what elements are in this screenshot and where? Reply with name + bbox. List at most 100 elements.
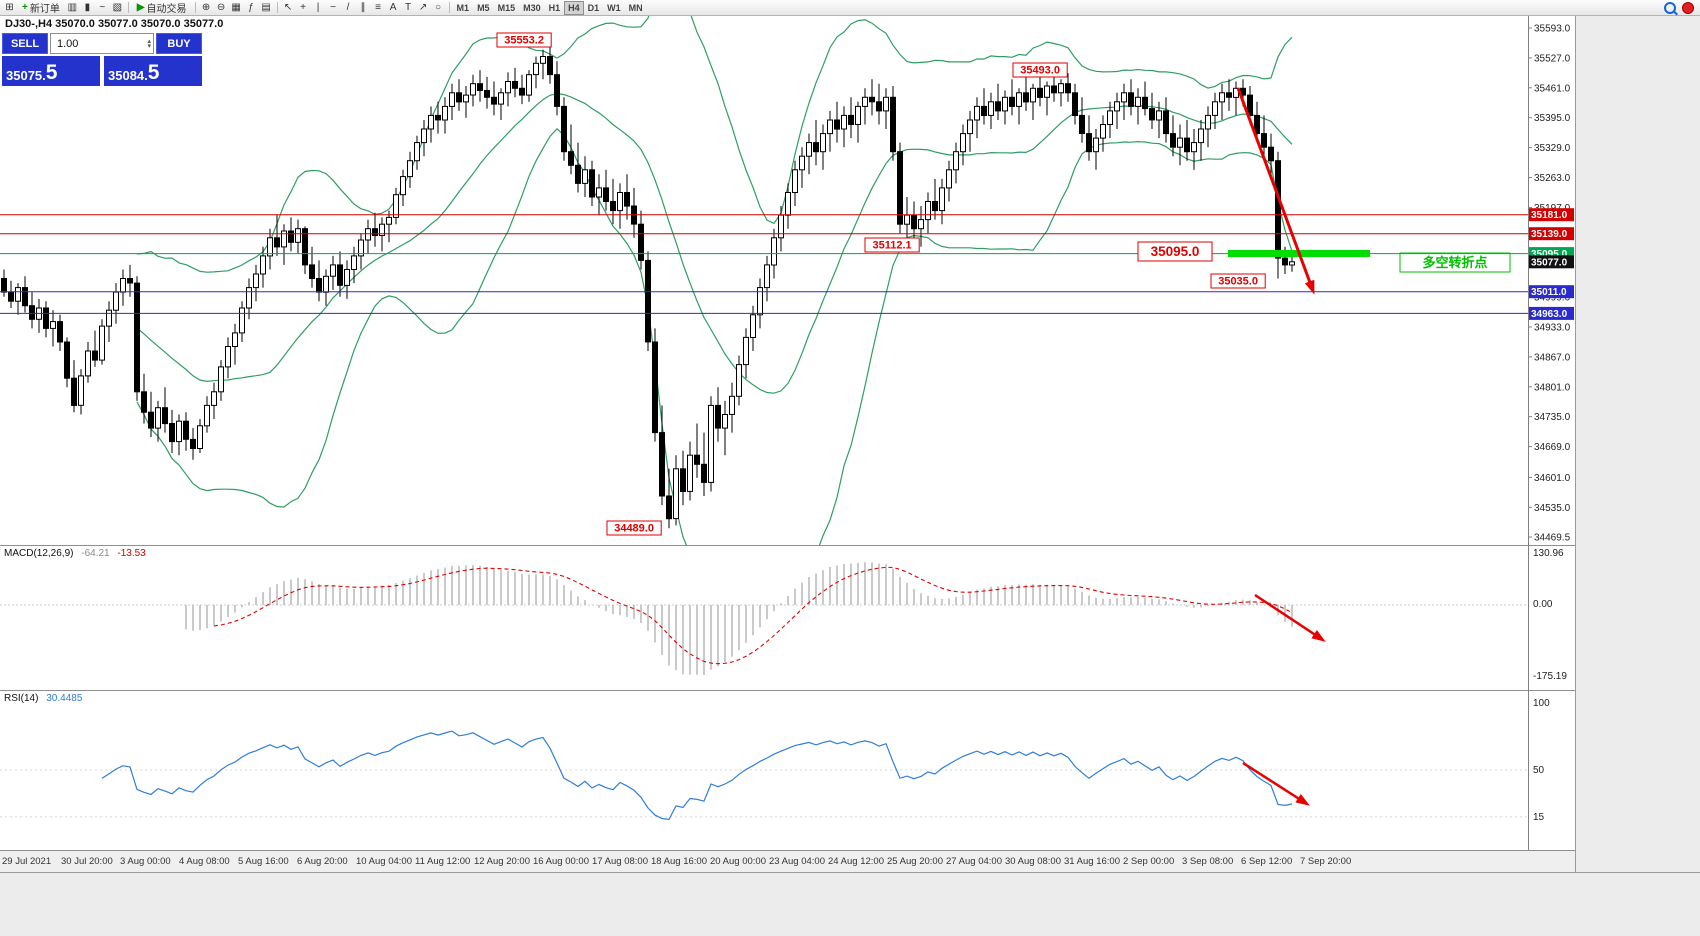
bollinger-lower-band <box>136 127 1293 545</box>
text-label-icon[interactable]: T <box>404 2 412 13</box>
price-annotation[interactable] <box>864 237 920 253</box>
sell-price[interactable]: 35075. 5 <box>2 56 100 86</box>
price-axis-label: 34867.0 <box>1534 352 1571 363</box>
macd-main-value: -64.21 <box>81 548 110 559</box>
price-axis-flag <box>1529 227 1574 241</box>
profiles-icon[interactable]: ▧ <box>112 2 123 13</box>
search-icon[interactable] <box>1664 1 1676 14</box>
arrows-icon[interactable]: ↗ <box>418 2 428 13</box>
buy-price[interactable]: 35084. 5 <box>104 56 202 86</box>
main-price-chart: 35553.2 35493.0 35112.1 35095.0 35035.0 34489… <box>0 16 1575 545</box>
new-order-button[interactable]: + 新订单 <box>17 1 65 15</box>
macd-arrow[interactable] <box>1254 593 1321 640</box>
price-axis-label: 34735.0 <box>1534 412 1571 423</box>
toolbar-group-timeframes: M1 M5 M15 M30 H1 H4 D1 W1 MN <box>453 0 647 15</box>
crosshair-icon[interactable]: + <box>300 2 306 13</box>
candlestick-chart-icon[interactable]: ▮ <box>84 2 91 13</box>
time-label: 7 Sep 20:00 <box>1300 856 1352 867</box>
volume-value: 1.00 <box>57 37 79 50</box>
templates-icon[interactable]: ▤ <box>261 2 271 13</box>
macd-histogram <box>185 562 1293 675</box>
time-label: 30 Aug 08:00 <box>1005 856 1061 867</box>
price-axis-label: 34933.0 <box>1534 323 1571 334</box>
timeframe-m15[interactable]: M15 <box>497 2 516 13</box>
macd-scale-top: 130.96 <box>1533 548 1564 559</box>
macd-arrow-head[interactable] <box>1311 630 1326 642</box>
timeframe-h1[interactable]: H1 <box>548 2 561 13</box>
trend-arrow[interactable] <box>1236 87 1314 289</box>
bar-chart-icon[interactable]: ▥ <box>67 2 78 13</box>
timeframe-h4[interactable]: H4 <box>564 0 584 15</box>
zoom-in-icon[interactable]: ⊕ <box>201 2 211 13</box>
time-label: 18 Aug 16:00 <box>651 856 707 867</box>
fibonacci-icon[interactable]: ≡ <box>375 2 381 13</box>
price-axis-label: 35263.0 <box>1534 173 1571 184</box>
window-bottom-edge <box>0 872 1700 936</box>
price-annotation[interactable] <box>1137 241 1213 262</box>
tile-windows-icon[interactable]: ▦ <box>231 2 241 13</box>
rsi-arrow[interactable] <box>1242 761 1305 804</box>
timeframe-mn[interactable]: MN <box>628 2 643 13</box>
volume-spinner[interactable]: ▴ ▾ <box>147 37 151 50</box>
auto-trading-button[interactable]: ▶ 自动交易 <box>132 1 192 15</box>
zoom-out-icon[interactable]: ⊖ <box>216 2 226 13</box>
toolbar-group-objects: ↖ + | − / ∥ ≡ A T ↗ ○ <box>281 1 446 15</box>
time-label: 10 Aug 04:00 <box>356 856 412 867</box>
plot-area <box>0 16 1528 545</box>
price-axis-flag-text: 35011.0 <box>1531 287 1567 298</box>
rsi-panel <box>0 690 1575 850</box>
timeframe-m1[interactable]: M1 <box>456 2 470 13</box>
price-annotation[interactable] <box>606 520 662 536</box>
sell-button[interactable]: SELL <box>2 33 48 54</box>
horizontal-line-icon[interactable]: − <box>330 2 336 13</box>
equidistant-channel-icon[interactable]: ∥ <box>360 2 366 13</box>
toolbar-right-group <box>1664 1 1698 14</box>
buy-price-main: 35084. <box>108 68 148 83</box>
volume-input[interactable]: 1.00 ▴ ▾ <box>50 33 154 54</box>
price-annotation-text: 35095.0 <box>1151 244 1200 259</box>
price-axis-label: 34669.0 <box>1534 442 1571 453</box>
buy-button[interactable]: BUY <box>156 33 202 54</box>
indicators-icon[interactable]: ƒ <box>248 2 254 13</box>
text-icon[interactable]: A <box>389 2 397 13</box>
shapes-icon[interactable]: ○ <box>435 2 442 13</box>
sell-price-main: 35075. <box>6 68 46 83</box>
one-click-trading-panel: SELL 1.00 ▴ ▾ BUY 35075. 5 35084. 5 <box>2 33 202 86</box>
macd-scale-bottom: -175.19 <box>1533 671 1567 682</box>
note-box[interactable] <box>1399 252 1511 273</box>
time-label: 30 Jul 20:00 <box>61 856 113 867</box>
time-label: 6 Aug 20:00 <box>297 856 348 867</box>
rsi-arrow-head[interactable] <box>1295 794 1310 806</box>
toolbar-separator <box>448 2 450 13</box>
time-label: 29 Jul 2021 <box>2 856 52 867</box>
timeframe-m30[interactable]: M30 <box>523 2 541 13</box>
spin-up-icon[interactable]: ▴ <box>147 37 151 45</box>
plus-icon: + <box>22 2 28 13</box>
chart-background <box>0 16 1575 545</box>
window-right-edge <box>1575 16 1700 872</box>
notifications-badge-icon[interactable] <box>1682 1 1694 14</box>
price-annotation[interactable] <box>1012 62 1068 78</box>
symbol-ohlc-header: DJ30-,H4 35070.0 35077.0 35070.0 35077.0 <box>5 18 224 30</box>
price-annotation[interactable] <box>1210 273 1266 289</box>
spin-down-icon[interactable]: ▾ <box>147 42 151 50</box>
time-label: 17 Aug 08:00 <box>592 856 648 867</box>
macd-background <box>0 545 1575 690</box>
price-annotation-text: 35553.2 <box>504 35 544 47</box>
price-axis-label: 35329.0 <box>1534 143 1571 154</box>
price-axis-flag <box>1529 208 1574 222</box>
timeframe-w1[interactable]: W1 <box>607 2 621 13</box>
vertical-line-icon[interactable]: | <box>316 2 320 13</box>
rsi-value: 30.4485 <box>46 693 83 704</box>
trendline-icon[interactable]: / <box>346 2 350 13</box>
time-axis[interactable]: 29 Jul 2021 30 Jul 20:00 3 Aug 00:00 4 Aug … <box>0 850 1575 872</box>
chart-window-icon[interactable]: ⊞ <box>5 2 14 13</box>
cursor-icon[interactable]: ↖ <box>283 2 293 13</box>
timeframe-d1[interactable]: D1 <box>587 2 600 13</box>
timeframe-m5[interactable]: M5 <box>477 2 490 13</box>
price-annotation[interactable] <box>496 32 552 48</box>
price-axis-label: 35461.0 <box>1534 83 1571 94</box>
line-chart-icon[interactable]: ~ <box>99 2 106 13</box>
candlestick-series <box>1 46 1295 529</box>
trend-arrow-head[interactable] <box>1304 279 1315 295</box>
